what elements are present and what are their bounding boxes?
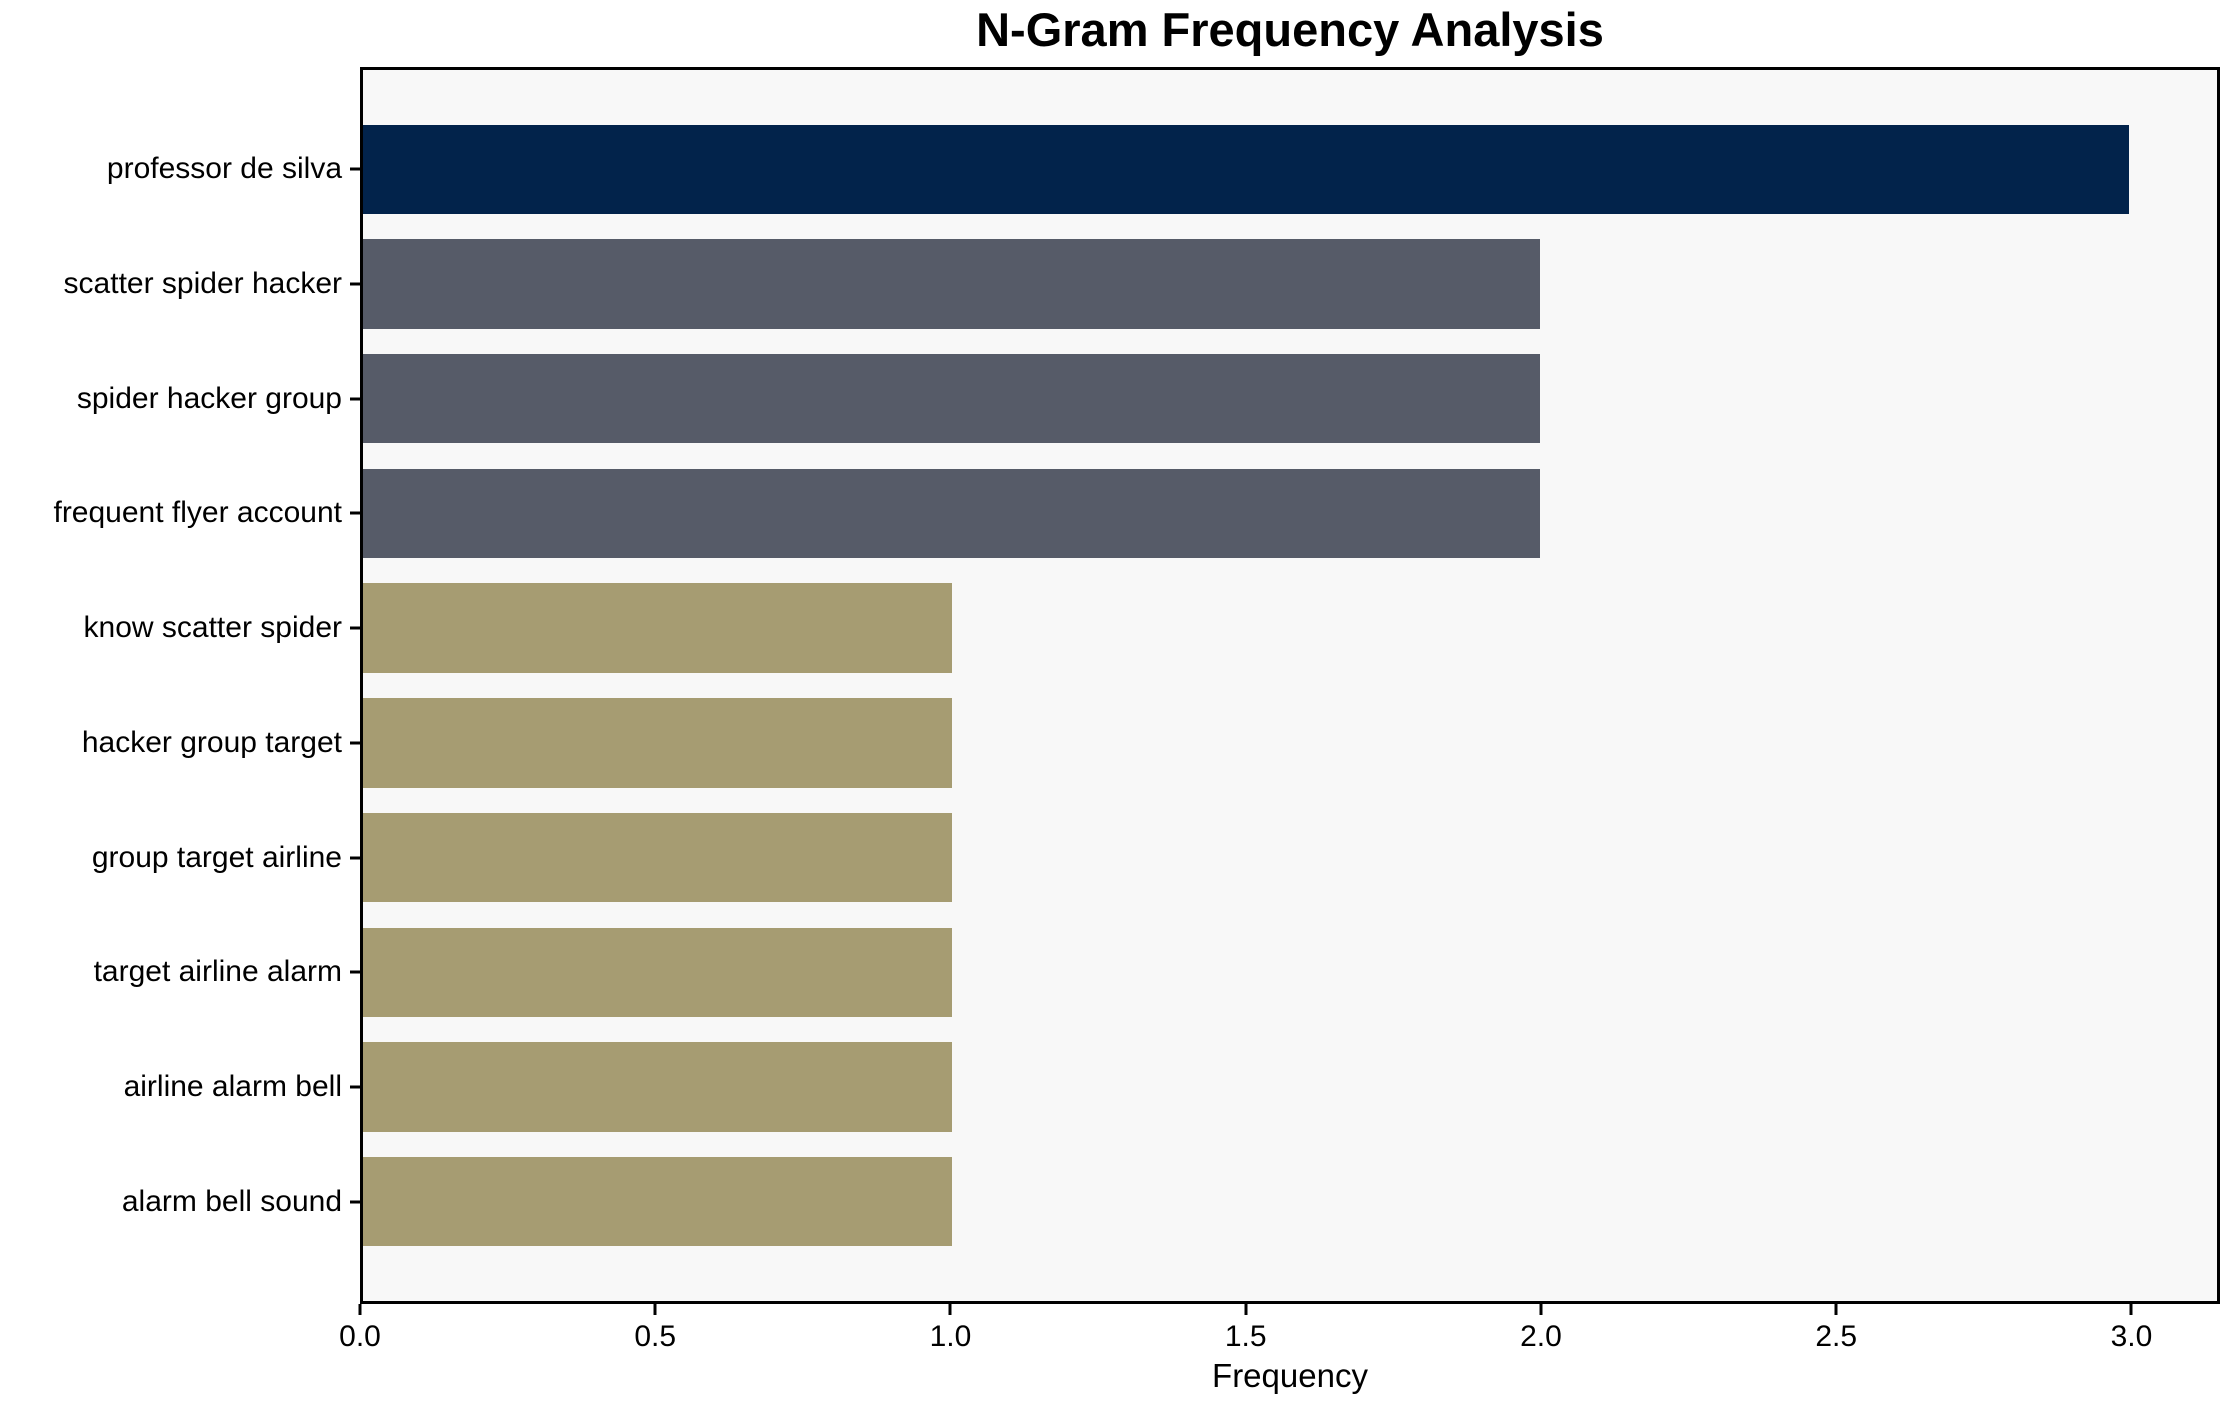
x-axis: 0.0 0.5 1.0 1.5 2.0 2.5 3.0	[339, 1304, 2220, 1374]
category-label: group target airline	[91, 840, 342, 874]
bar-row: target airline alarm	[94, 915, 2217, 1030]
x-tick-label: 2.0	[1520, 1320, 1562, 1353]
category-label: target airline alarm	[93, 955, 342, 989]
bar-row: alarm bell sound	[122, 1144, 2217, 1259]
bar-row: frequent flyer account	[53, 456, 2217, 571]
category-label: airline alarm bell	[123, 1069, 342, 1103]
y-tick-mark	[350, 1085, 360, 1089]
bar-row: know scatter spider	[84, 571, 2217, 686]
x-tick-mark	[1244, 1304, 1248, 1315]
y-tick-mark	[350, 282, 360, 286]
x-tick-label: 0.5	[634, 1320, 677, 1353]
category-label: scatter spider hacker	[63, 267, 342, 301]
bar	[363, 468, 1541, 559]
y-tick-mark	[350, 167, 360, 171]
bar	[363, 927, 952, 1017]
x-tick-label: 1.5	[1224, 1320, 1267, 1353]
bar	[363, 812, 952, 903]
category-label: spider hacker group	[76, 381, 342, 415]
bar-rows: professor de silva scatter spider hacker s…	[53, 70, 2217, 1301]
y-tick-mark	[350, 856, 360, 860]
plot-area: professor de silva scatter spider hacker s…	[53, 67, 2220, 1304]
x-tick-label: 3.0	[2110, 1320, 2153, 1353]
category-label: frequent flyer account	[53, 496, 342, 530]
bar	[363, 239, 1541, 329]
bar	[363, 1042, 952, 1132]
category-label: alarm bell sound	[121, 1184, 342, 1218]
bar	[363, 698, 952, 788]
y-tick-mark	[350, 511, 360, 515]
bar-row: scatter spider hacker	[64, 227, 2217, 342]
x-axis-label: Frequency	[1212, 1357, 1368, 1394]
y-tick-mark	[350, 397, 360, 401]
y-tick-mark	[350, 970, 360, 974]
y-tick-mark	[350, 626, 360, 630]
bar-row: spider hacker group	[77, 341, 2217, 456]
bar	[363, 354, 1541, 444]
bar-row: hacker group target	[82, 686, 2217, 801]
bar-row: professor de silva	[107, 112, 2217, 227]
x-tick-mark	[1834, 1304, 1838, 1315]
bar-row: group target airline	[92, 800, 2217, 915]
x-tick-label: 1.0	[929, 1320, 972, 1353]
x-tick-mark	[653, 1304, 657, 1315]
bar	[363, 124, 2129, 215]
category-label: professor de silva	[106, 152, 342, 186]
bar-row: airline alarm bell	[124, 1030, 2217, 1145]
bar	[363, 583, 952, 673]
bar	[363, 1156, 952, 1247]
x-tick-label: 2.5	[1815, 1320, 1858, 1353]
chart-title: N-Gram Frequency Analysis	[976, 3, 1604, 56]
x-tick-mark	[358, 1304, 362, 1315]
y-tick-mark	[350, 741, 360, 745]
x-tick-label: 0.0	[339, 1320, 381, 1353]
x-tick-mark	[1539, 1304, 1543, 1315]
category-label: hacker group target	[81, 725, 342, 759]
category-label: know scatter spider	[83, 611, 342, 645]
x-tick-mark	[2129, 1304, 2133, 1315]
x-tick-mark	[948, 1304, 952, 1315]
y-tick-mark	[350, 1200, 360, 1204]
